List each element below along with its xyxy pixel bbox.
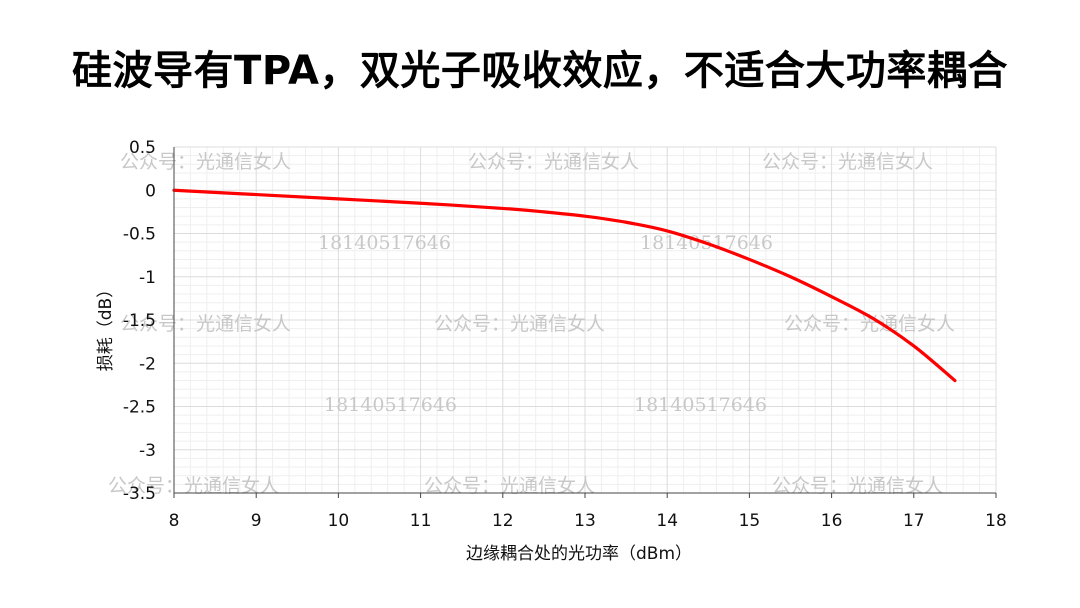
y-tick-label: 0 xyxy=(145,181,156,201)
y-tick-label: -0.5 xyxy=(123,225,156,245)
x-tick-label: 9 xyxy=(251,511,262,531)
x-tick-label: 11 xyxy=(410,511,432,531)
watermark-text: 公众号：光通信女人 xyxy=(468,151,639,173)
watermark-text: 公众号：光通信女人 xyxy=(784,313,955,335)
y-tick-label: -3 xyxy=(139,441,156,461)
series-line-loss xyxy=(172,188,957,383)
x-tick-label: 17 xyxy=(903,511,925,531)
x-tick-label: 15 xyxy=(739,511,761,531)
watermark-text: 公众号：光通信女人 xyxy=(120,313,291,335)
x-tick-label: 8 xyxy=(169,511,180,531)
x-tick-label: 12 xyxy=(492,511,514,531)
watermark-text: 公众号：光通信女人 xyxy=(434,313,605,335)
x-tick-label: 13 xyxy=(574,511,596,531)
watermark-text: 公众号：光通信女人 xyxy=(772,475,943,497)
x-tick-label: 16 xyxy=(821,511,843,531)
watermark-text: 公众号：光通信女人 xyxy=(424,475,595,497)
y-tick-label: -3.5 xyxy=(123,484,156,504)
y-tick-label: -1.5 xyxy=(123,311,156,331)
x-axis-label: 边缘耦合处的光功率（dBm） xyxy=(466,544,692,564)
watermark-text: 公众号：光通信女人 xyxy=(108,475,279,497)
y-tick-label: 0.5 xyxy=(129,138,156,158)
axes-layer xyxy=(173,147,997,498)
page-title: 硅波导有TPA，双光子吸收效应，不适合大功率耦合 xyxy=(72,48,1008,94)
x-tick-label: 10 xyxy=(328,511,350,531)
watermark-text: 18140517646 xyxy=(634,394,767,416)
watermark-text: 18140517646 xyxy=(324,394,457,416)
y-tick-label: -2 xyxy=(139,354,156,374)
watermark-text: 公众号：光通信女人 xyxy=(120,151,291,173)
y-tick-label: -2.5 xyxy=(123,398,156,418)
watermark-text: 18140517646 xyxy=(318,232,451,254)
watermark-text: 公众号：光通信女人 xyxy=(762,151,933,173)
x-tick-label: 14 xyxy=(656,511,678,531)
y-tick-label: -1 xyxy=(139,268,156,288)
tick-labels: 8 9 10 11 12 13 14 15 16 17 18 0.5 0 -0.5 -1 -1.5 -2 -2.5… xyxy=(123,138,1007,531)
x-tick-label: 18 xyxy=(985,511,1007,531)
y-axis-label: 损耗（dB） xyxy=(96,281,116,371)
series-layer xyxy=(172,188,957,383)
